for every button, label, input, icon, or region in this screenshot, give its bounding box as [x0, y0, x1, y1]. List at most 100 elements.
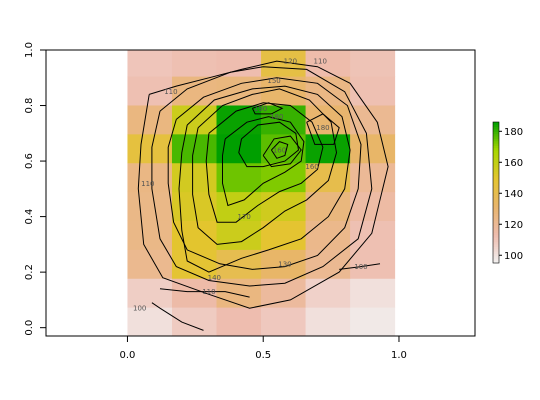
legend-color-step: [493, 227, 499, 231]
heatmap-cell: [350, 220, 396, 250]
y-tick-label: 0.8: [24, 98, 35, 114]
legend-color-step: [493, 164, 499, 168]
legend-color-step: [493, 166, 499, 170]
heatmap-cell: [261, 278, 307, 308]
legend-color-step: [493, 208, 499, 212]
contour-label: 160: [273, 146, 286, 154]
heatmap-cell: [350, 50, 396, 77]
heatmap-cell: [350, 104, 396, 135]
legend-tick-label: 180: [504, 127, 523, 138]
legend-color-step: [493, 213, 499, 217]
contour-line: [339, 263, 381, 270]
heatmap-cell: [350, 133, 396, 164]
contour-label: 110: [164, 88, 177, 96]
legend-color-step: [493, 225, 499, 229]
legend-color-step: [493, 211, 499, 215]
heatmap-cell: [127, 249, 173, 279]
x-tick-label: 1.0: [391, 350, 407, 361]
contour-line: [151, 66, 373, 287]
legend-color-step: [493, 187, 499, 191]
heatmap-cell: [127, 104, 173, 135]
legend-color-step: [493, 133, 499, 137]
legend-color-step: [493, 169, 499, 172]
contour-line: [306, 113, 340, 145]
contour-line: [205, 102, 324, 223]
legend-color-step: [493, 140, 499, 144]
legend-tick-label: 140: [504, 189, 523, 200]
heatmap-cell: [127, 220, 173, 250]
contour-line: [137, 60, 389, 309]
x-axis: 0.0 0.5 1.0: [120, 335, 407, 361]
heatmap-cell: [171, 104, 218, 135]
contour-line: [238, 121, 300, 168]
x-tick-label: 0.0: [120, 350, 136, 361]
legend-color-step: [493, 159, 499, 163]
legend-color-step: [493, 244, 499, 247]
legend-color-step: [493, 161, 499, 165]
legend-color-step: [493, 176, 499, 179]
legend-color-step: [493, 248, 499, 252]
contour-label: 130: [278, 260, 291, 268]
legend-tick-label: 100: [504, 251, 523, 262]
heatmap-cell: [127, 133, 173, 164]
contour-label: 100: [354, 263, 367, 271]
heatmap-cell: [171, 278, 218, 308]
heatmap-cell: [261, 104, 307, 135]
legend-color-step: [493, 230, 499, 233]
heatmap-cell: [305, 220, 351, 250]
legend-color-step: [493, 253, 499, 257]
legend-color-step: [493, 122, 499, 125]
heatmap-cell: [350, 249, 396, 279]
heatmap-cell: [261, 162, 307, 193]
heatmap-cell: [305, 191, 351, 221]
heatmap-cell: [216, 162, 262, 193]
legend-color-step: [493, 124, 499, 128]
y-tick-label: 0.2: [24, 264, 35, 280]
heatmap-cell: [127, 278, 173, 308]
heatmap-cell: [171, 50, 218, 77]
heatmap-cell: [216, 307, 262, 337]
heatmap-cell: [216, 191, 262, 221]
legend-frame: [492, 121, 500, 264]
contour-line: [192, 88, 338, 245]
legend-color-step: [493, 260, 499, 264]
contour-label: 100: [133, 305, 146, 313]
legend-color-step: [493, 147, 499, 151]
legend-color-step: [493, 204, 499, 207]
legend-color-step: [493, 131, 499, 135]
legend-color-step: [493, 241, 499, 245]
legend-color-step: [493, 255, 499, 259]
legend-color-step: [493, 190, 499, 193]
legend-color-step: [493, 152, 499, 156]
legend-color-step: [493, 154, 499, 158]
y-tick-label: 0.6: [24, 153, 35, 169]
y-tick-label: 0.0: [24, 320, 35, 336]
heatmap-cell: [127, 307, 173, 337]
heatmap-cell: [261, 191, 307, 221]
contour-label: 150: [267, 77, 280, 85]
contour-label: 120: [284, 58, 297, 66]
x-tick-label: 0.5: [255, 350, 271, 361]
legend-color-step: [493, 150, 499, 153]
contour-line: [159, 288, 250, 298]
contour-label: 190: [254, 105, 267, 113]
legend-color-step: [493, 185, 499, 189]
legend-tick-label: 160: [504, 158, 523, 169]
contour-labels: 1001001101101101101201301401501601701801…: [133, 58, 368, 313]
contour-line: [167, 77, 362, 270]
legend-color-step: [493, 136, 499, 139]
legend-color-step: [493, 126, 499, 130]
heatmap-cell: [350, 76, 396, 106]
contour-label: 110: [141, 180, 154, 188]
contour-label: 180: [316, 124, 329, 132]
legend-color-step: [493, 218, 499, 222]
heatmap-cell: [216, 220, 262, 250]
legend-color-step: [493, 173, 499, 177]
heatmap-cell: [216, 50, 262, 77]
legend-color-step: [493, 246, 499, 250]
contour-line: [222, 116, 305, 207]
legend-color-step: [493, 234, 499, 238]
heatmap-cell: [305, 307, 351, 337]
contour-label: 170: [238, 213, 251, 221]
